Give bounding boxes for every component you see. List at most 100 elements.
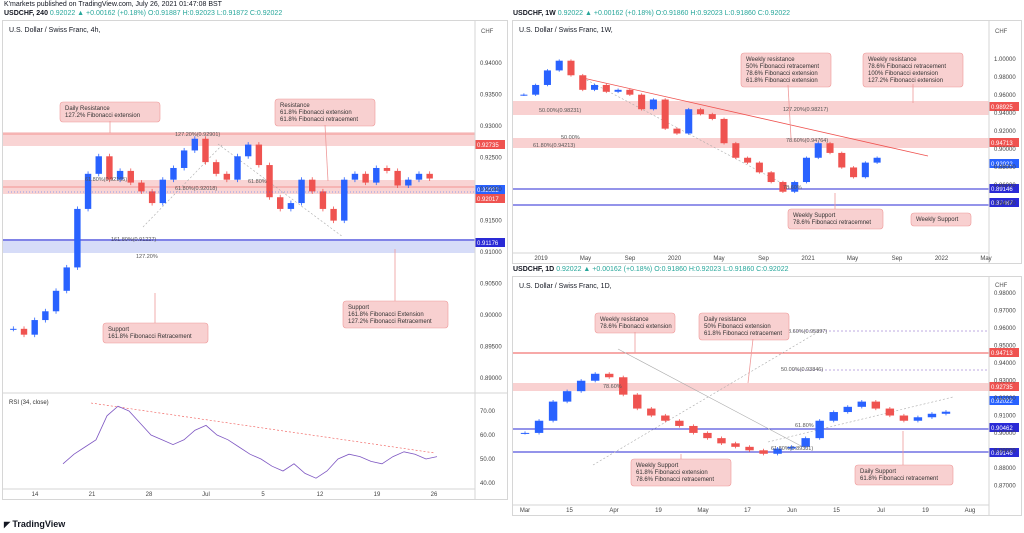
callout-weekly-resistance-text: 61.8% Fibonacci extension [746, 78, 818, 84]
price-candle [873, 157, 881, 163]
price-candle [602, 84, 610, 92]
price-candle [703, 432, 712, 439]
price-chip-label: 0.94713 [991, 351, 1013, 357]
rsi-y-tick: 40.00 [480, 481, 496, 487]
x-tick-label: 15 [833, 508, 840, 514]
chart-panel-1d[interactable]: U.S. Dollar / Swiss Franc, 1D, 78.60%(0.… [512, 276, 1022, 516]
y-tick-label: 0.89000 [994, 449, 1016, 455]
price-candle [767, 172, 775, 183]
fib-label: 50.00%(0.98231) [539, 108, 581, 114]
price-candle [755, 162, 763, 173]
price-candle [287, 203, 295, 209]
price-candle [941, 411, 951, 414]
chart-1d-svg: 78.60%(0.95897) 50.00%(0.93846) 61.80% 61.8… [513, 277, 1019, 515]
fib-label: 61.80%(0.92165) [85, 177, 127, 183]
price-candle [576, 380, 586, 392]
price-candle [619, 377, 628, 395]
price-candle [787, 446, 796, 449]
price-candle [42, 311, 49, 321]
tradingview-logo: ◤ TradingView [4, 519, 65, 529]
y-tick-label: 0.90000 [480, 313, 502, 319]
price-candle [927, 413, 937, 418]
price-chip-label: 0.92022 [477, 188, 499, 194]
panel-title: U.S. Dollar / Swiss Franc, 4h, [9, 27, 101, 34]
price-candle [534, 420, 544, 433]
x-tick-label: Sep [892, 256, 903, 262]
price-candle [685, 109, 693, 134]
callout-resistance-text: 61.8% Fibonacci retracement [280, 117, 358, 123]
price-candle [857, 401, 866, 407]
callout-weekly-support-2 [910, 212, 972, 227]
price-candle [732, 143, 740, 158]
price-candle [791, 182, 799, 192]
chart-panel-1w[interactable]: U.S. Dollar / Swiss Franc, 1W, 50.00%(0.… [512, 20, 1022, 264]
price-candle [127, 170, 134, 183]
callout-support-text: 127.2% Fibonacci Retracement [348, 319, 432, 325]
y-tick-label: 0.89500 [480, 345, 502, 351]
y-tick-label: 0.87000 [994, 484, 1016, 490]
price-candle [661, 415, 670, 421]
price-candle [689, 425, 698, 433]
price-candle [330, 208, 337, 221]
price-candle [426, 173, 433, 179]
fib-label: 61.80% [795, 423, 814, 429]
y-tick-label: 0.90000 [994, 147, 1016, 153]
price-chip [475, 140, 505, 149]
x-tick-label: 26 [431, 492, 438, 498]
callout-weekly-resistance-text: 50% Fibonacci retracement [746, 64, 819, 70]
y-tick-label: 0.88000 [994, 165, 1016, 171]
chart-panel-4h[interactable]: U.S. Dollar / Swiss Franc, 4h, 127.20%(0… [2, 20, 508, 500]
callout-daily-support [854, 464, 954, 486]
price-candle [838, 152, 846, 168]
price-candle [829, 412, 838, 421]
price-candle [899, 415, 909, 421]
price-candle [298, 179, 305, 204]
price-chip [989, 184, 1019, 193]
y-tick-label: 0.90500 [480, 282, 502, 288]
price-candle [266, 165, 273, 198]
fib-label: 78.60% [603, 384, 622, 390]
callout-daily-resistance-text: 50% Fibonacci extension [704, 324, 771, 330]
callout-daily-resistance-text: 127.2% Fibonacci extension [65, 113, 140, 119]
price-candle [244, 144, 252, 157]
price-candle [661, 99, 669, 129]
fib-label: 61.80%(0.89331) [771, 446, 813, 452]
price-chip [989, 448, 1019, 457]
x-tick-label: Jul [877, 508, 885, 514]
price-candle [362, 173, 369, 183]
price-chip-label: 0.87487 [991, 201, 1013, 207]
price-chip-label: 0.98925 [991, 105, 1013, 111]
publisher-line: K'markets published on TradingView.com, … [4, 1, 222, 8]
callout-support-text: Support [348, 305, 369, 311]
price-candle [277, 197, 284, 209]
callout-weekly-support-text: 78.6% Fibonacci retracement [636, 477, 714, 483]
y-tick-label: 0.91500 [480, 219, 502, 225]
price-chip [989, 138, 1019, 147]
price-candle [543, 70, 551, 85]
callout-support-2-text: 161.8% Fibonacci Retracement [108, 334, 192, 340]
price-candle [106, 156, 113, 180]
price-chip-label: 0.90462 [991, 426, 1013, 432]
price-candle [708, 114, 716, 119]
x-tick-label: Mar [520, 508, 530, 514]
price-candle [815, 420, 824, 439]
fib-label: 61.80%(0.94213) [533, 143, 575, 149]
price-candle [84, 173, 92, 209]
callout-weekly-resistance-2-text: 78.6% Fibonacci retracement [868, 64, 946, 70]
price-candle [814, 143, 822, 158]
fib-label: 61.80%(0.92018) [175, 186, 217, 192]
x-tick-label: 14 [32, 492, 39, 498]
x-tick-label: May [697, 508, 708, 514]
price-candle [871, 401, 881, 409]
y-tick-label: 0.96000 [994, 326, 1016, 332]
weekly-resistance-zone-2 [513, 138, 989, 148]
price-candle [212, 162, 220, 174]
fib-label: 127.20%(0.98217) [783, 107, 828, 113]
callout-resistance-text: Resistance [280, 103, 310, 109]
price-candle [255, 144, 263, 166]
weekly-change: 0.92022 ▲ +0.00162 (+0.18%) [557, 10, 654, 17]
fib-diagonal [617, 348, 804, 448]
price-candle [20, 328, 28, 335]
panel-title: U.S. Dollar / Swiss Franc, 1W, [519, 27, 613, 34]
tv-logo-icon: ◤ [4, 520, 13, 529]
